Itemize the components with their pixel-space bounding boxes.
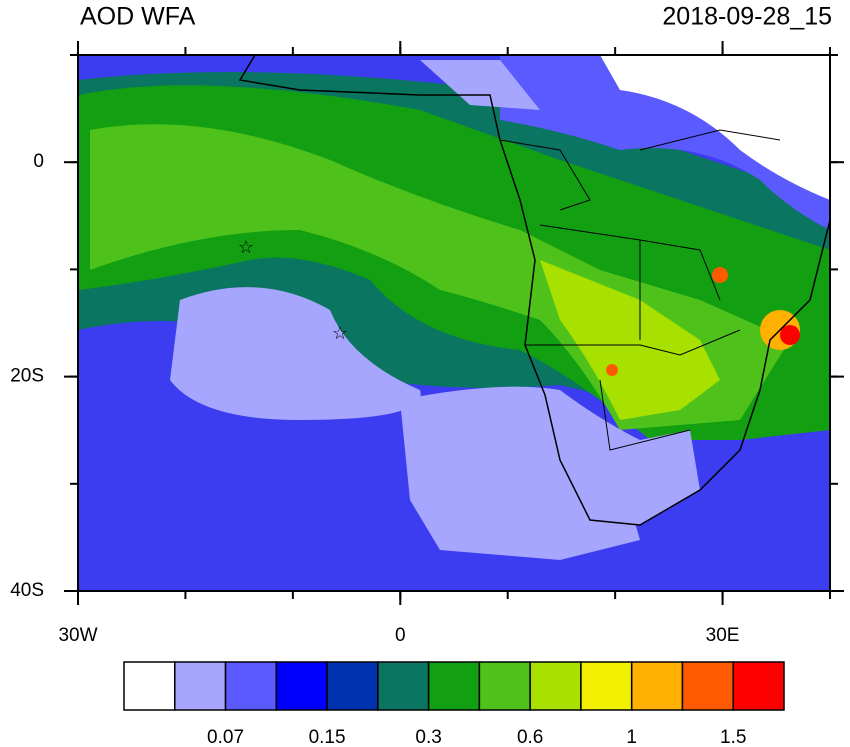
lon-tick-label: 30E xyxy=(706,625,740,646)
colorbar-swatch xyxy=(630,661,684,711)
colorbar-swatch xyxy=(326,661,379,711)
lon-tick-label: 30W xyxy=(58,625,97,646)
colorbar-label: 0.6 xyxy=(517,727,543,747)
colorbar-swatch xyxy=(275,661,328,711)
colorbar-label: 0.15 xyxy=(309,727,346,747)
aod-field: ☆ ☆ xyxy=(78,55,830,591)
colorbar-swatch xyxy=(377,661,430,711)
lat-tick-label: 40S xyxy=(10,580,44,601)
lat-tick-label: 20S xyxy=(10,366,44,387)
timestamp: 2018-09-28_15 xyxy=(662,3,832,31)
map-frame xyxy=(77,54,831,592)
lon-tick-label: 0 xyxy=(395,625,406,646)
colorbar-swatch xyxy=(427,661,481,711)
colorbar-swatch xyxy=(732,661,785,711)
colorbar-swatch xyxy=(174,661,227,711)
axes: 30W 0 30E 0 20S 40S xyxy=(10,41,844,646)
colorbar-label: 1 xyxy=(626,727,637,747)
colorbar-swatch xyxy=(681,661,734,711)
colorbar-label: 0.3 xyxy=(415,727,441,747)
site-marker: ☆ xyxy=(332,323,348,343)
lat-tick-label: 0 xyxy=(33,151,44,172)
colorbar-swatch xyxy=(478,661,531,711)
colorbar-swatch xyxy=(123,661,176,711)
title: AOD WFA xyxy=(80,3,196,31)
colorbar-swatch xyxy=(224,661,278,711)
colorbar-swatch xyxy=(529,661,582,711)
colorbar-label: 1.5 xyxy=(720,727,746,747)
colorbar-swatch xyxy=(580,661,633,711)
site-marker: ☆ xyxy=(238,237,254,257)
colorbar-label: 0.07 xyxy=(207,727,244,747)
colorbar: 0.07 0.15 0.3 0.6 1 1.5 xyxy=(123,661,785,747)
